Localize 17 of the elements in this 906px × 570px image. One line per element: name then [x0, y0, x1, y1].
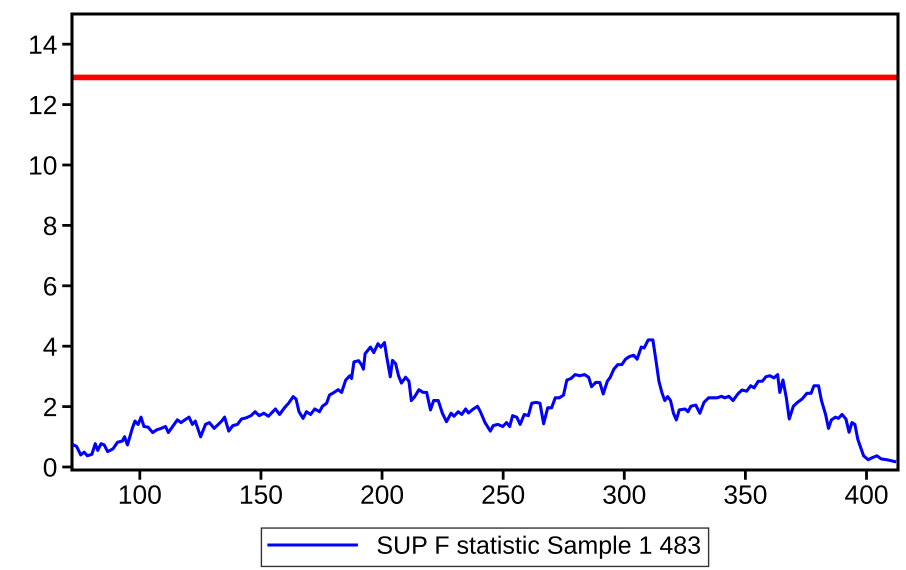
- y-tick-label: 6: [44, 276, 56, 296]
- x-tick-label: 400: [845, 485, 888, 504]
- x-tick-label: 200: [361, 485, 404, 504]
- y-tick-label: 10: [30, 156, 56, 175]
- y-tick-label: 2: [44, 398, 56, 416]
- x-tick-label: 150: [240, 485, 282, 504]
- y-tick-label: 8: [44, 216, 56, 236]
- line-series: [72, 338, 896, 464]
- x-tick-label: 300: [603, 485, 646, 504]
- y-tick-label: 0: [44, 458, 56, 477]
- x-tick-label: 250: [482, 485, 524, 504]
- x-tick-label: 350: [724, 485, 766, 504]
- legend-label: SUP F statistic Sample 1 483: [378, 536, 700, 559]
- y-tick-label: 14: [30, 36, 57, 54]
- y-tick-label: 4: [43, 338, 57, 356]
- y-tick-label: 12: [30, 96, 56, 114]
- x-tick-label: 100: [120, 485, 161, 504]
